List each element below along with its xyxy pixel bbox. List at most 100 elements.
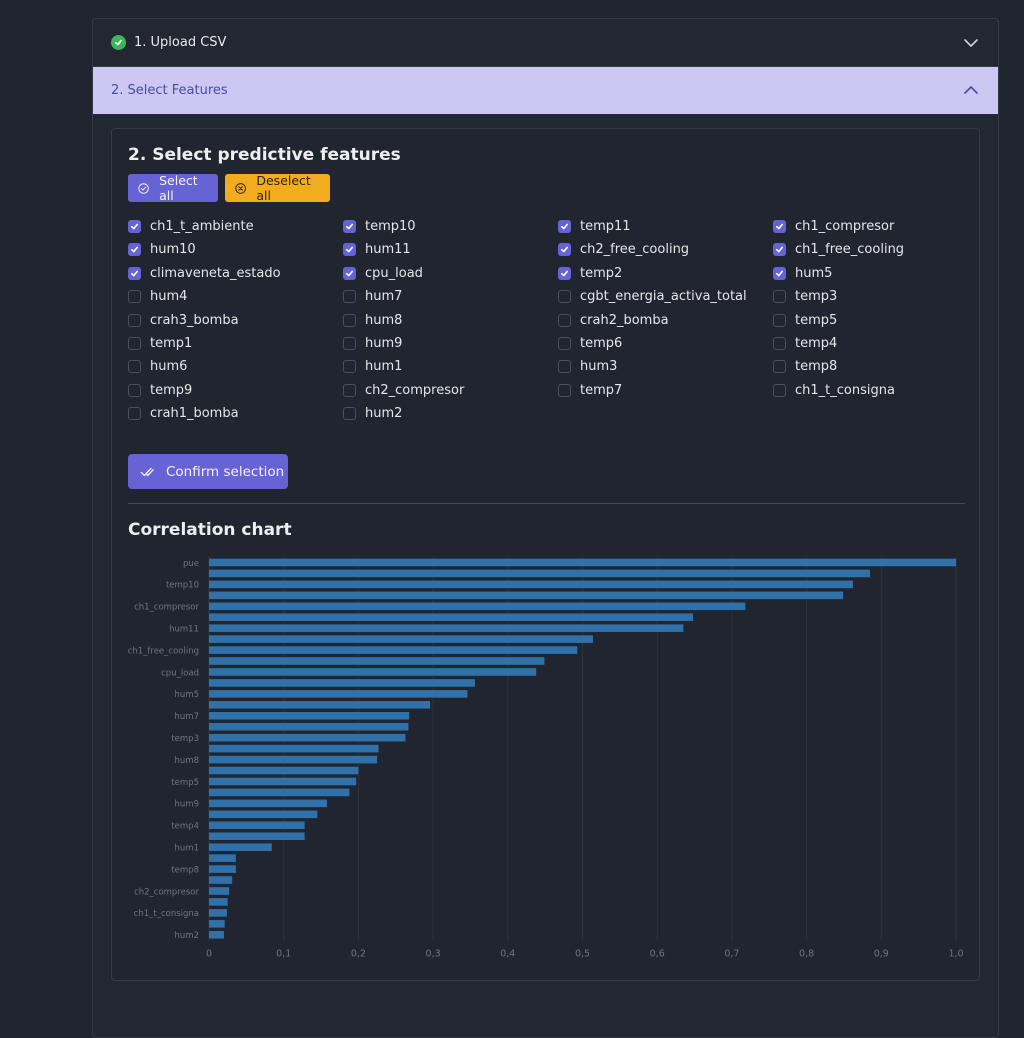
checkbox-checked[interactable] [558, 220, 571, 233]
bar [209, 909, 227, 917]
checkbox-unchecked[interactable] [773, 337, 786, 350]
feature-checkbox-item[interactable]: temp11 [558, 219, 631, 234]
checkbox-checked[interactable] [128, 266, 141, 280]
feature-checkbox-item[interactable]: hum10 [128, 242, 196, 257]
feature-label: temp11 [580, 219, 631, 234]
feature-checkbox-item[interactable]: hum7 [343, 289, 402, 304]
feature-label: ch1_t_ambiente [150, 219, 254, 234]
feature-checkbox-item[interactable]: temp2 [558, 266, 622, 281]
feature-label: hum2 [365, 406, 403, 422]
bar [209, 755, 378, 764]
feature-checkbox-item[interactable]: ch2_free_cooling [558, 242, 689, 257]
checkbox-unchecked[interactable] [773, 290, 786, 304]
feature-checkbox-item[interactable]: ch1_compresor [773, 219, 894, 234]
feature-checkbox-item[interactable]: ch2_compresor [343, 383, 464, 398]
checkbox-unchecked[interactable] [343, 383, 356, 397]
x-tick-label: 0,8 [799, 948, 814, 959]
checkbox-checked[interactable] [343, 220, 356, 233]
accordion-step-features[interactable]: 2. Select Features [93, 67, 998, 114]
feature-checkbox-item[interactable]: temp8 [773, 359, 837, 374]
x-tick-label: 0,1 [276, 948, 291, 959]
checkbox-checked[interactable] [773, 266, 786, 280]
checkbox-unchecked[interactable] [773, 360, 786, 374]
feature-checkbox-item[interactable]: hum11 [343, 242, 411, 257]
bar [209, 635, 593, 643]
confirm-selection-button[interactable]: Confirm selection [128, 454, 288, 489]
panel-heading: 2. Select predictive features [128, 145, 401, 165]
checkbox-unchecked[interactable] [558, 337, 571, 350]
feature-checkbox-item[interactable]: cpu_load [343, 266, 423, 281]
checkmark-icon [775, 247, 784, 253]
checkbox-unchecked[interactable] [128, 313, 141, 327]
y-category-label: hum5 [175, 690, 199, 700]
checkbox-unchecked[interactable] [558, 360, 571, 374]
checkbox-checked[interactable] [343, 243, 356, 257]
feature-checkbox-item[interactable]: temp10 [343, 219, 416, 234]
select-all-button[interactable]: Select all [128, 173, 218, 203]
checkbox-unchecked[interactable] [343, 337, 356, 350]
checkbox-unchecked[interactable] [128, 337, 141, 350]
feature-label: hum10 [150, 242, 196, 258]
feature-checkbox-item[interactable]: hum1 [343, 359, 402, 374]
feature-label: hum7 [365, 289, 403, 305]
feature-checkbox-item[interactable]: crah3_bomba [128, 313, 239, 328]
bar [209, 788, 350, 797]
checkbox-checked[interactable] [128, 243, 141, 257]
feature-checkbox-item[interactable]: temp1 [128, 336, 192, 351]
checkbox-unchecked[interactable] [128, 407, 141, 421]
bar [209, 646, 578, 654]
bar [209, 799, 328, 808]
feature-checkbox-item[interactable]: climaveneta_estado [128, 266, 281, 281]
checkbox-unchecked[interactable] [128, 290, 141, 304]
checkbox-checked[interactable] [128, 220, 141, 233]
feature-checkbox-item[interactable]: temp6 [558, 336, 622, 351]
checkbox-unchecked[interactable] [128, 383, 141, 397]
feature-checkbox-item[interactable]: ch1_t_consigna [773, 383, 895, 398]
feature-checkbox-item[interactable]: crah1_bomba [128, 406, 239, 421]
checkmark-icon [560, 223, 569, 230]
feature-checkbox-item[interactable]: ch1_free_cooling [773, 242, 904, 257]
checkbox-unchecked[interactable] [343, 290, 356, 304]
checkbox-checked[interactable] [558, 243, 571, 257]
chevron-down-icon[interactable] [962, 34, 980, 52]
feature-checkbox-item[interactable]: cgbt_energia_activa_total [558, 289, 747, 304]
feature-checkbox-item[interactable]: crah2_bomba [558, 313, 669, 328]
checkbox-checked[interactable] [773, 220, 786, 233]
feature-checkbox-item[interactable]: temp7 [558, 383, 622, 398]
feature-checkbox-item[interactable]: hum9 [343, 336, 402, 351]
feature-checkbox-item[interactable]: hum3 [558, 359, 617, 374]
feature-checkbox-item[interactable]: temp9 [128, 383, 192, 398]
checkbox-unchecked[interactable] [343, 407, 356, 421]
bar [209, 722, 409, 731]
feature-label: hum4 [150, 289, 188, 305]
checkbox-checked[interactable] [558, 266, 571, 280]
chevron-up-icon[interactable] [962, 81, 980, 99]
checkbox-unchecked[interactable] [773, 383, 786, 397]
feature-checkbox-item[interactable]: hum6 [128, 359, 187, 374]
accordion: 1. Upload CSV 2. Select Features 2. Sele… [92, 18, 999, 1038]
feature-checkbox-item[interactable]: temp3 [773, 289, 837, 304]
feature-label: temp10 [365, 219, 416, 234]
feature-checkbox-item[interactable]: hum5 [773, 266, 832, 281]
feature-checkbox-item[interactable]: ch1_t_ambiente [128, 219, 254, 234]
bar [209, 832, 305, 841]
checkbox-unchecked[interactable] [558, 383, 571, 397]
checkbox-unchecked[interactable] [343, 313, 356, 327]
accordion-step-upload[interactable]: 1. Upload CSV [93, 19, 998, 67]
feature-checkbox-item[interactable]: hum2 [343, 406, 402, 421]
checkbox-checked[interactable] [773, 243, 786, 257]
feature-checkbox-item[interactable]: temp5 [773, 313, 837, 328]
checkmark-icon [345, 270, 354, 277]
y-category-label: ch1_t_consigna [134, 909, 199, 919]
checkbox-checked[interactable] [343, 266, 356, 280]
feature-checkbox-item[interactable]: hum8 [343, 313, 402, 328]
checkbox-unchecked[interactable] [558, 290, 571, 304]
checkbox-unchecked[interactable] [343, 360, 356, 374]
deselect-all-button[interactable]: Deselect all [225, 173, 330, 203]
checkbox-unchecked[interactable] [558, 313, 571, 327]
y-category-label: temp8 [171, 865, 199, 875]
checkbox-unchecked[interactable] [773, 313, 786, 327]
feature-checkbox-item[interactable]: hum4 [128, 289, 187, 304]
checkbox-unchecked[interactable] [128, 360, 141, 374]
feature-checkbox-item[interactable]: temp4 [773, 336, 837, 351]
